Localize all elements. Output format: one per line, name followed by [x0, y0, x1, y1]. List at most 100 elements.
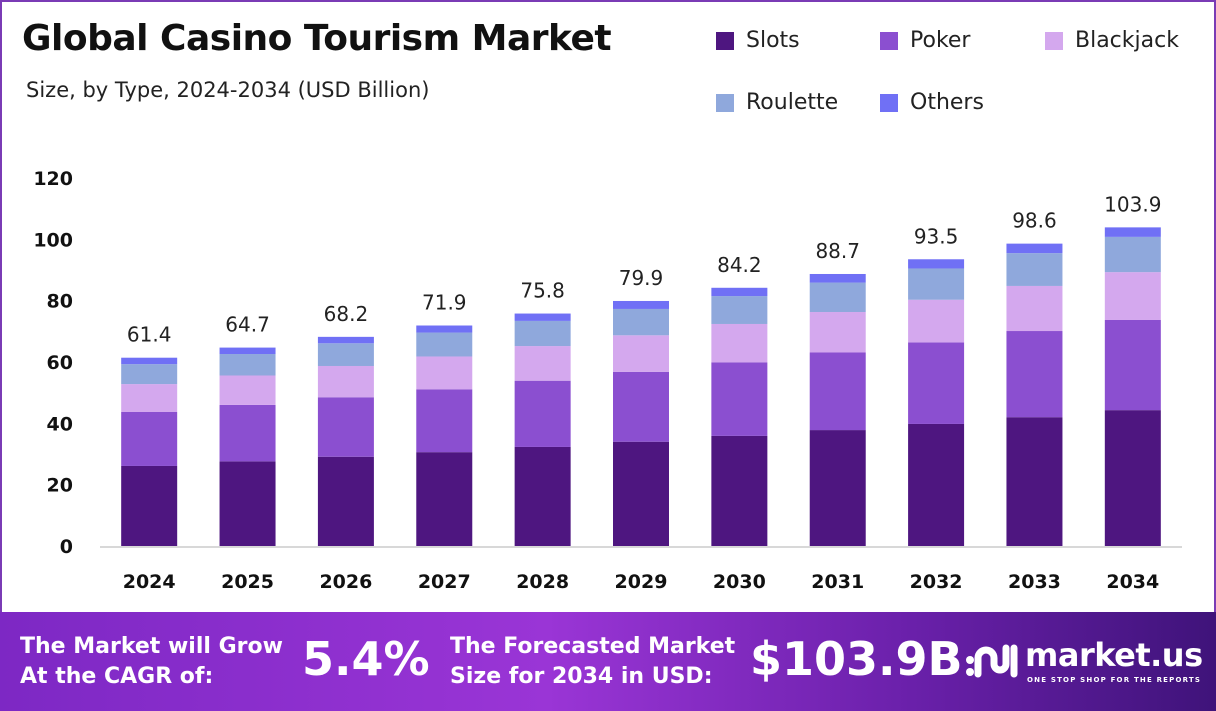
brand-tagline: ONE STOP SHOP FOR THE REPORTS — [1027, 676, 1202, 684]
bar-segment-poker-2028 — [514, 380, 571, 447]
bar-segment-others-2034 — [1104, 227, 1161, 237]
bar-segment-slots-2030 — [711, 435, 768, 546]
x-tick-label: 2024 — [123, 571, 176, 593]
bar-segment-roulette-2024 — [121, 364, 178, 385]
legend-others: Others — [880, 90, 984, 115]
bar-segment-others-2033 — [1006, 243, 1063, 254]
data-label-2030: 84.2 — [717, 253, 762, 277]
bar-segment-poker-2031 — [809, 352, 866, 431]
bar-segment-blackjack-2028 — [514, 346, 571, 381]
x-tick-label: 2033 — [1008, 571, 1061, 593]
bar-segment-roulette-2029 — [613, 308, 669, 336]
bar-segment-poker-2024 — [121, 411, 178, 466]
bar-segment-others-2028 — [514, 313, 571, 321]
x-tick-label: 2034 — [1106, 571, 1159, 593]
brand-name: market.us — [1025, 636, 1203, 674]
bar-segment-slots-2031 — [809, 430, 866, 546]
bar-segment-roulette-2031 — [809, 282, 866, 313]
x-tick-label: 2032 — [910, 571, 963, 593]
bar-segment-slots-2029 — [613, 441, 669, 546]
bar-segment-blackjack-2031 — [809, 312, 866, 353]
bar-segment-poker-2027 — [416, 389, 473, 453]
bar-segment-slots-2025 — [219, 461, 276, 546]
x-tick-label: 2025 — [221, 571, 274, 593]
chart-title: Global Casino Tourism Market — [22, 18, 612, 59]
cagr-label: The Market will Grow At the CAGR of: — [20, 634, 283, 689]
legend-roulette: Roulette — [716, 90, 838, 115]
bar-segment-slots-2032 — [908, 423, 965, 546]
x-tick-label: 2026 — [319, 571, 372, 593]
bar-segment-blackjack-2034 — [1104, 272, 1161, 320]
bar-segment-roulette-2028 — [514, 320, 571, 347]
x-tick-label: 2027 — [418, 571, 471, 593]
y-tick-label: 20 — [47, 475, 73, 497]
bar-segment-blackjack-2029 — [613, 335, 669, 372]
x-tick-label: 2029 — [615, 571, 668, 593]
data-label-2024: 61.4 — [127, 323, 172, 347]
footer-banner: The Market will Grow At the CAGR of: 5.4%… — [0, 612, 1216, 711]
bar-segment-others-2027 — [416, 325, 473, 333]
data-label-2034: 103.9 — [1104, 192, 1161, 216]
bar-segment-roulette-2030 — [711, 296, 768, 324]
y-tick-label: 100 — [33, 229, 73, 251]
bar-segment-poker-2033 — [1006, 331, 1063, 418]
bar-segment-blackjack-2027 — [416, 356, 473, 390]
bar-segment-poker-2030 — [711, 362, 768, 436]
bar-segment-slots-2034 — [1104, 410, 1161, 546]
x-tick-label: 2030 — [713, 571, 766, 593]
bar-segment-slots-2026 — [317, 456, 374, 546]
bar-segment-blackjack-2024 — [121, 384, 178, 412]
bar-segment-poker-2032 — [908, 342, 965, 424]
bar-segment-others-2025 — [219, 347, 276, 355]
bar-segment-others-2026 — [317, 336, 374, 344]
bar-segment-roulette-2034 — [1104, 236, 1161, 273]
y-tick-label: 40 — [47, 413, 73, 435]
y-tick-label: 120 — [33, 168, 73, 190]
bar-segment-blackjack-2025 — [219, 375, 276, 405]
data-label-2032: 93.5 — [914, 224, 959, 248]
y-tick-label: 80 — [47, 291, 73, 313]
bar-segment-poker-2026 — [317, 397, 374, 457]
bar-chart: 0 20 40 60 80 100 120 61.4 2024 64.7 2025 68.2 2026 7… — [33, 168, 1182, 593]
data-label-2026: 68.2 — [324, 302, 369, 326]
chart-subtitle: Size, by Type, 2024-2034 (USD Billion) — [26, 78, 430, 102]
bar-segment-blackjack-2033 — [1006, 285, 1063, 332]
bar-segment-roulette-2027 — [416, 332, 473, 357]
forecast-value: $103.9B — [750, 632, 963, 686]
bar-segment-slots-2024 — [121, 465, 178, 546]
bar-segment-others-2031 — [809, 273, 866, 283]
bar-segment-roulette-2033 — [1006, 253, 1063, 286]
bar-segment-roulette-2025 — [219, 354, 276, 376]
market-us-logo-icon — [966, 644, 1018, 678]
bar-segment-poker-2029 — [613, 371, 669, 442]
bar-segment-blackjack-2032 — [908, 299, 965, 343]
bar-segment-others-2029 — [613, 300, 669, 309]
bar-segment-others-2030 — [711, 287, 768, 297]
y-tick-label: 0 — [60, 536, 73, 558]
bar-segment-blackjack-2026 — [317, 365, 374, 398]
data-label-2028: 75.8 — [520, 279, 565, 303]
cagr-value: 5.4% — [302, 632, 430, 686]
bar-segment-poker-2025 — [219, 404, 276, 462]
bar-segment-slots-2033 — [1006, 417, 1063, 546]
y-tick-label: 60 — [47, 352, 73, 374]
bar-segment-slots-2027 — [416, 452, 473, 546]
data-label-2031: 88.7 — [815, 239, 860, 263]
bar-segment-blackjack-2030 — [711, 323, 768, 363]
x-tick-label: 2031 — [811, 571, 864, 593]
bar-segment-poker-2034 — [1104, 319, 1161, 411]
bar-segment-roulette-2032 — [908, 268, 965, 300]
data-label-2029: 79.9 — [619, 266, 664, 290]
data-label-2025: 64.7 — [225, 313, 270, 337]
legend-poker: Poker — [880, 28, 970, 53]
legend-blackjack: Blackjack — [1045, 28, 1179, 53]
forecast-label: The Forecasted Market Size for 2034 in US… — [450, 634, 736, 689]
bar-segment-slots-2028 — [514, 446, 571, 546]
data-label-2027: 71.9 — [422, 291, 467, 315]
bar-segment-roulette-2026 — [317, 343, 374, 366]
x-tick-label: 2028 — [516, 571, 569, 593]
data-label-2033: 98.6 — [1012, 209, 1057, 233]
bar-segment-others-2024 — [121, 357, 178, 365]
legend-slots: Slots — [716, 28, 800, 53]
